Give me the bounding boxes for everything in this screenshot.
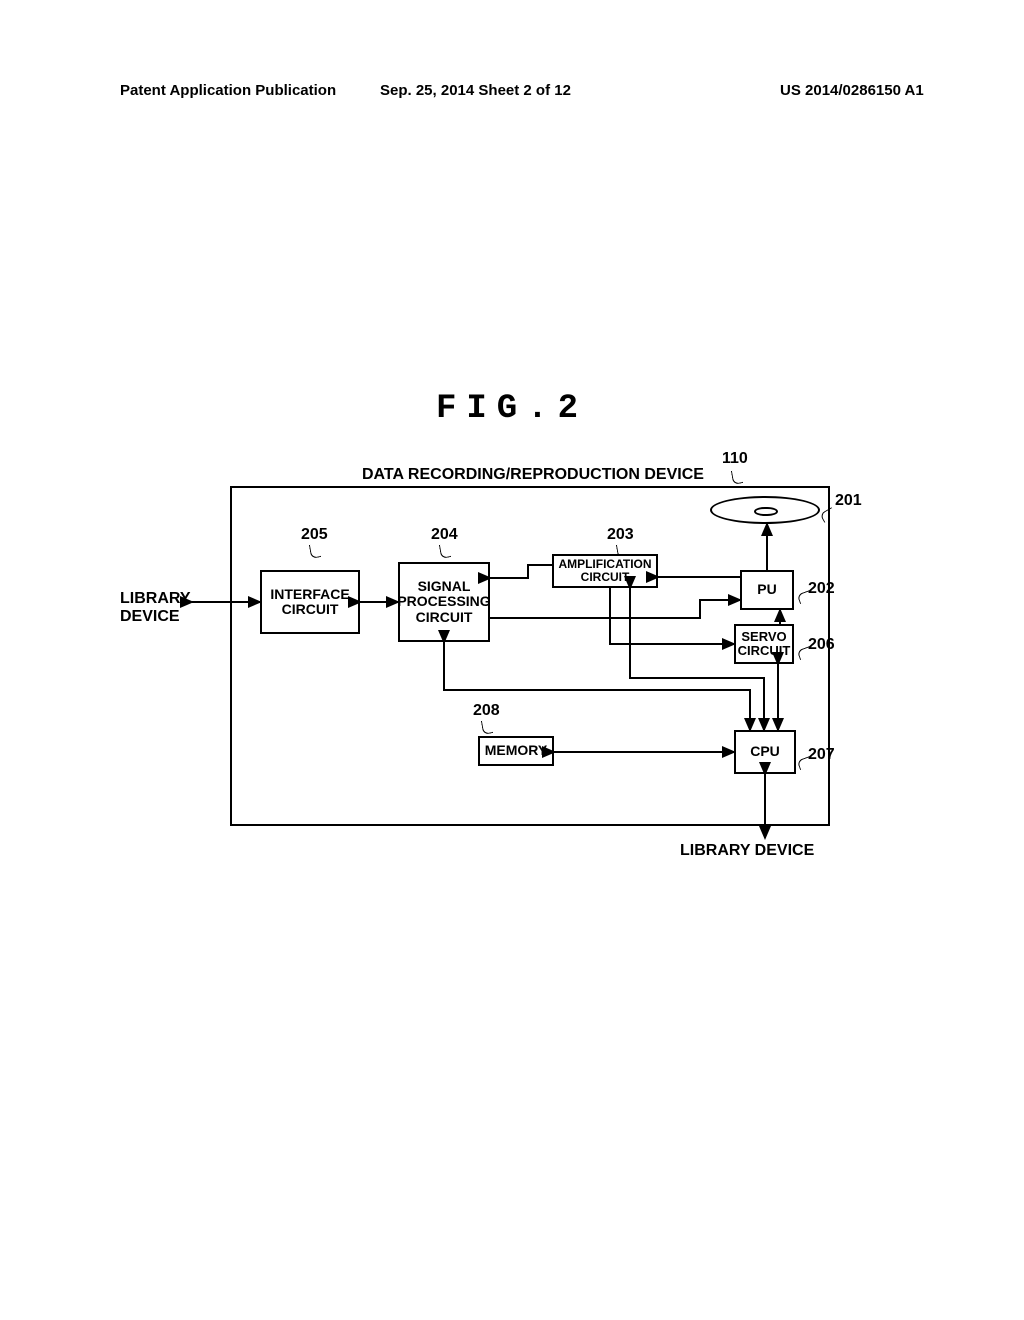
block-diagram: DATA RECORDING/REPRODUCTION DEVICE LIBRA…	[120, 450, 900, 850]
header-mid: Sep. 25, 2014 Sheet 2 of 12	[380, 82, 571, 99]
figure-title: FIG.2	[0, 390, 1024, 428]
header-right: US 2014/0286150 A1	[780, 82, 924, 99]
wires	[120, 450, 900, 870]
header-left: Patent Application Publication	[120, 82, 336, 99]
